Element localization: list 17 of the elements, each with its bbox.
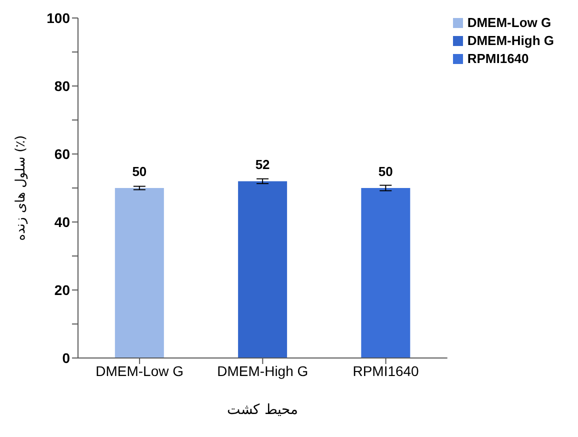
x-tick-label: RPMI1640 [352, 362, 420, 379]
data-label: 52 [255, 157, 270, 172]
data-label: 50 [378, 164, 393, 179]
y-tick-label: 20 [54, 282, 70, 298]
y-tick-label: 100 [46, 10, 70, 26]
legend-label: DMEM-High G [467, 33, 554, 48]
x-tick-label: DMEM-Low G [96, 362, 184, 379]
y-tick-label: 40 [54, 214, 70, 230]
y-axis-title: سلول های زنده (٪) [14, 135, 29, 241]
legend-label: DMEM-Low G [467, 15, 552, 30]
y-tick-label: 60 [54, 146, 70, 162]
y-tick-label: 80 [54, 78, 70, 94]
legend-label: RPMI1640 [467, 51, 529, 66]
x-axis-title: محیط کشت [226, 402, 298, 418]
data-label: 50 [132, 164, 147, 179]
x-tick-label: DMEM-High G [217, 362, 308, 379]
y-tick-label: 0 [62, 350, 70, 366]
